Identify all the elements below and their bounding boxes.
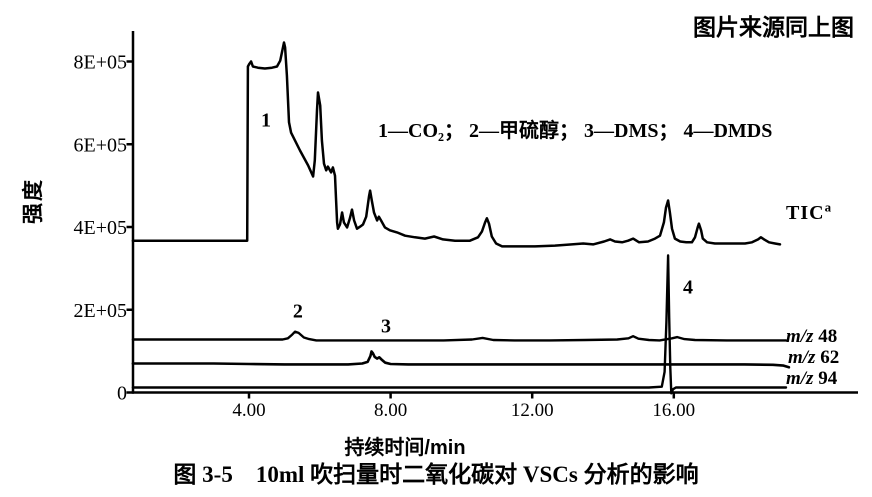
mz-symbol: m/z <box>786 326 814 347</box>
mz-value: 94 <box>818 368 838 389</box>
trace-label-tic: TICa <box>786 199 833 225</box>
trace-label-tic-text: TIC <box>786 202 825 224</box>
x-axis-title: 持续时间/min <box>344 437 466 459</box>
trace-label-mz62: m/z 62 <box>788 347 839 369</box>
y-tick-label: 8E+05 <box>74 52 128 74</box>
peak-label-2: 2 <box>293 301 303 323</box>
mz-symbol: m/z <box>788 347 816 368</box>
x-tick-label: 16.00 <box>652 400 695 421</box>
peak-label-4: 4 <box>683 277 693 299</box>
compound-legend: 1—CO₂； 2—甲硫醇； 3—DMS； 4—DMDS <box>378 120 773 142</box>
x-tick-label: 8.00 <box>374 400 407 421</box>
mz-value: 48 <box>818 326 838 347</box>
peak-label-1: 1 <box>261 109 271 131</box>
peak-label-3: 3 <box>381 315 391 337</box>
source-note: 图片来源同上图 <box>693 14 854 40</box>
trace-label-mz94: m/z 94 <box>786 368 837 390</box>
trace-mz94 <box>131 254 788 395</box>
trace-tic <box>131 41 782 248</box>
mz-symbol: m/z <box>786 368 814 389</box>
y-tick-label: 4E+05 <box>74 217 128 239</box>
trace-mz48 <box>131 330 788 342</box>
axis-ticks: 4.00 8.00 12.00 16.00 0 2E+05 4E+05 6E+05 8E+05 <box>74 52 696 422</box>
figure-caption: 图 3-5 10ml 吹扫量时二氧化碳对 VSCs 分析的影响 <box>173 462 699 487</box>
trace-label-tic-superscript: a <box>824 199 833 215</box>
y-axis-title: 强度 <box>22 178 45 224</box>
mz-value: 62 <box>820 347 840 368</box>
peak-number-labels: 1 2 3 4 <box>261 109 693 337</box>
trace-mz62 <box>131 350 791 369</box>
x-tick-label: 4.00 <box>232 400 265 421</box>
y-tick-label: 0 <box>117 383 127 405</box>
x-tick-label: 12.00 <box>511 400 554 421</box>
y-tick-label: 2E+05 <box>74 300 128 322</box>
trace-label-mz48: m/z 48 <box>786 326 837 348</box>
y-tick-label: 6E+05 <box>74 134 128 156</box>
